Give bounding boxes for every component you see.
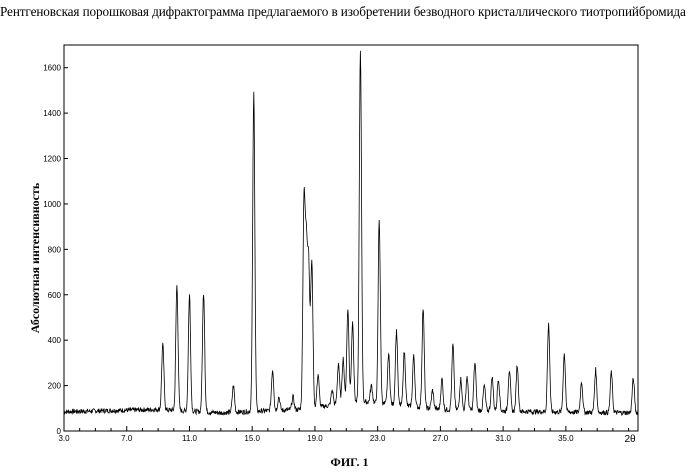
x-axis-label: 2θ — [624, 434, 636, 445]
figure-caption: ФИГ. 1 — [330, 455, 369, 469]
y-tick-label: 1000 — [43, 200, 61, 209]
x-tick-label: 27.0 — [433, 434, 449, 443]
figure-title: Рентгеновская порошковая дифрактограмма … — [0, 4, 686, 19]
y-tick-label: 1600 — [43, 64, 61, 73]
x-tick-label: 31.0 — [495, 434, 511, 443]
y-tick-label: 800 — [48, 245, 62, 254]
x-tick-label: 3.0 — [58, 434, 70, 443]
y-tick-label: 1400 — [43, 109, 61, 118]
intensity-trace — [63, 50, 639, 417]
y-tick-label: 200 — [48, 382, 62, 391]
y-axis-label: Абсолютная интенсивность — [28, 182, 42, 334]
x-tick-label: 11.0 — [182, 434, 198, 443]
y-tick-label: 1200 — [43, 155, 61, 164]
plot-frame — [63, 44, 639, 432]
y-tick-label: 0 — [57, 427, 62, 436]
y-tick-label: 400 — [48, 336, 62, 345]
x-tick-label: 19.0 — [307, 434, 323, 443]
y-tick-label: 600 — [48, 291, 62, 300]
x-tick-label: 15.0 — [244, 434, 260, 443]
axis-ticks: 0 200 400 600 800 1000 1200 1400 1600 3.0 7.0 11.0 1… — [43, 64, 636, 445]
x-tick-label: 7.0 — [121, 434, 133, 443]
x-tick-label: 23.0 — [370, 434, 386, 443]
x-tick-label: 35.0 — [558, 434, 574, 443]
